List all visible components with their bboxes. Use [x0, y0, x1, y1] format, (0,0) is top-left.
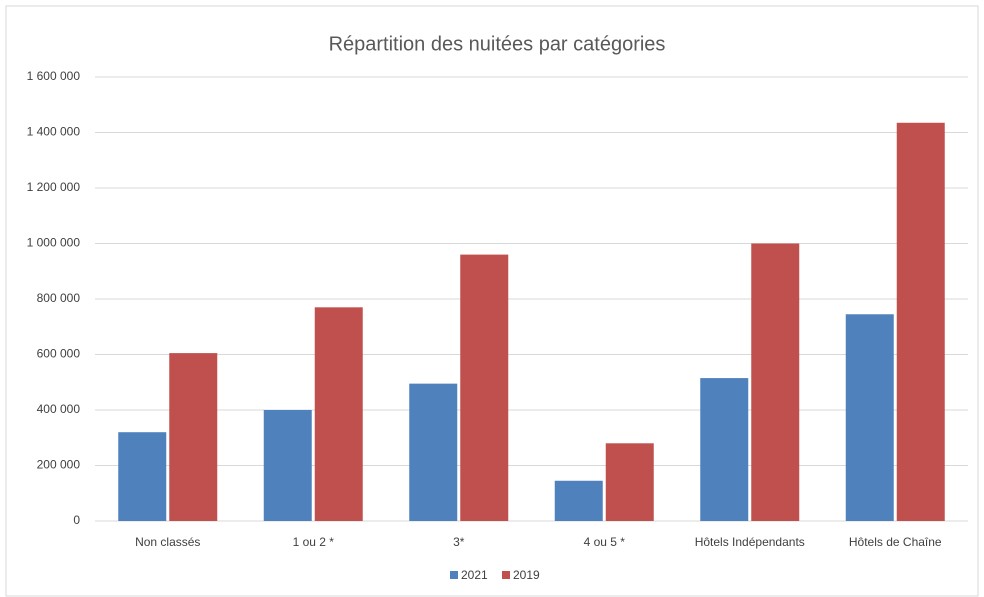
legend-swatch [450, 571, 458, 579]
y-tick-label: 200 000 [37, 458, 81, 472]
bar [751, 243, 800, 521]
bar [314, 307, 363, 521]
bar [118, 432, 167, 521]
x-tick-label: 1 ou 2 * [293, 535, 335, 549]
legend-label: 2019 [513, 568, 540, 582]
y-tick-label: 1 000 000 [27, 236, 81, 250]
legend-swatch [502, 571, 510, 579]
bar [605, 443, 654, 521]
y-tick-label: 600 000 [37, 347, 81, 361]
y-tick-label: 1 400 000 [27, 125, 81, 139]
y-tick-label: 1 200 000 [27, 180, 81, 194]
bar [263, 410, 312, 521]
x-tick-label: 4 ou 5 * [584, 535, 626, 549]
bar [554, 480, 603, 521]
bar [845, 314, 894, 521]
y-tick-label: 0 [73, 513, 80, 527]
x-tick-label: Non classés [135, 535, 200, 549]
y-tick-label: 800 000 [37, 291, 81, 305]
x-tick-label: 3* [453, 535, 465, 549]
bar [700, 378, 749, 521]
bar [460, 254, 509, 521]
bar [896, 122, 945, 521]
y-tick-label: 400 000 [37, 402, 81, 416]
legend-label: 2021 [461, 568, 488, 582]
chart-title: Répartition des nuitées par catégories [329, 33, 666, 55]
bar [169, 353, 218, 521]
y-tick-label: 1 600 000 [27, 69, 81, 83]
x-tick-label: Hôtels de Chaîne [849, 535, 942, 549]
x-tick-label: Hôtels Indépendants [695, 535, 805, 549]
bar [409, 383, 458, 521]
